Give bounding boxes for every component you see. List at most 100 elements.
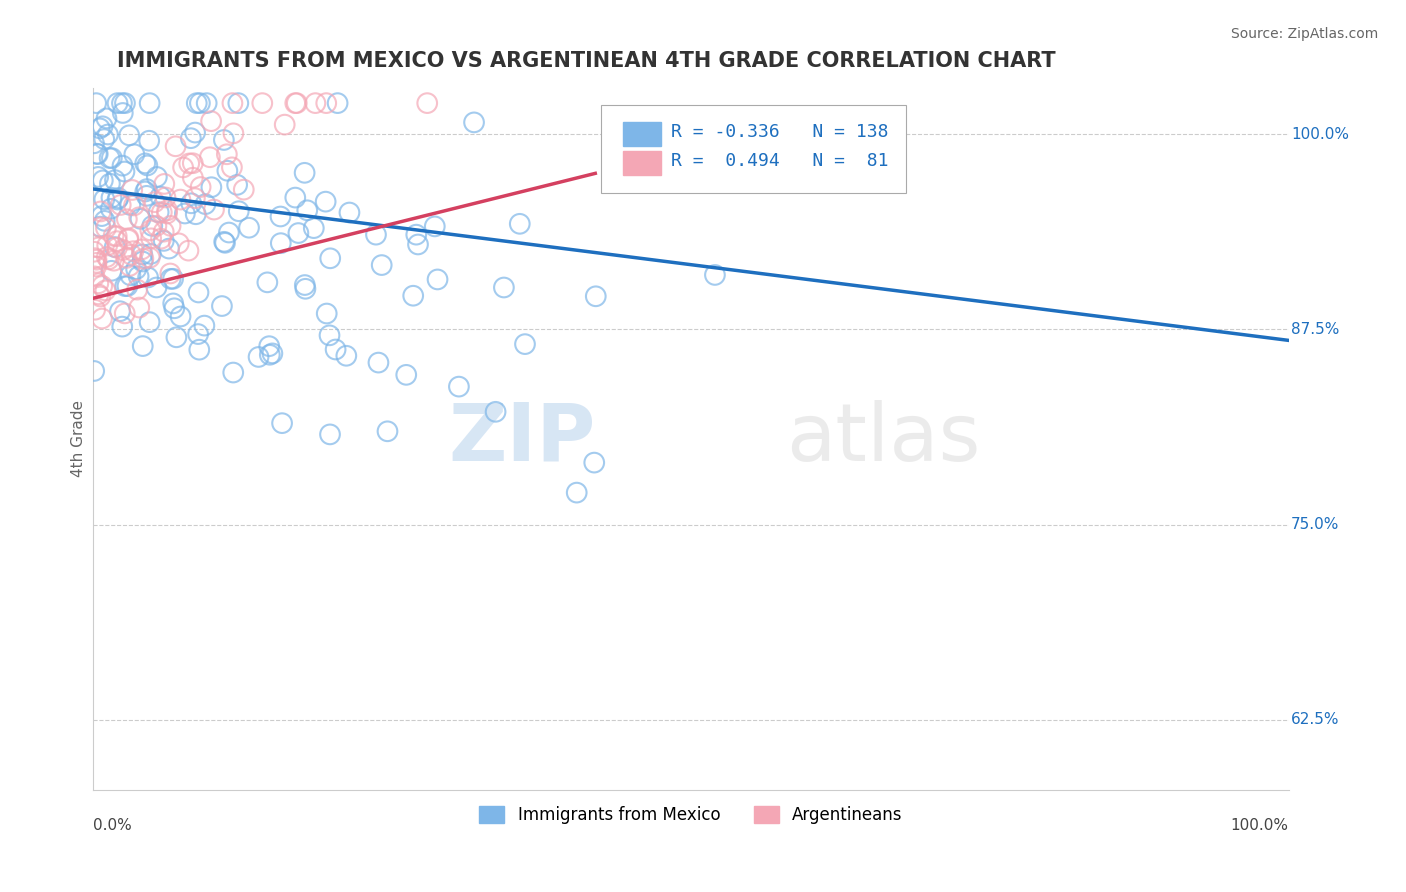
Point [101,151,124,165]
Point [114,164,136,178]
Point [83,251,105,265]
Point [105,234,128,248]
Bar [623,152,661,176]
Point [195,96,218,111]
Point [87,240,110,254]
Point [315,194,337,209]
Point [121,183,143,197]
Point [212,133,235,147]
Point [96,238,118,252]
Point [115,212,138,227]
Text: 100.0%: 100.0% [1230,818,1289,833]
Point [111,159,134,173]
Point [585,289,607,303]
Point [169,193,191,207]
Point [94,221,117,235]
Point [83,364,105,378]
Point [141,231,163,245]
Text: 100.0%: 100.0% [1291,127,1348,142]
Point [156,206,179,220]
Point [202,202,225,217]
Point [132,339,155,353]
Point [212,235,235,249]
Point [198,150,221,164]
Point [184,191,207,205]
Point [297,203,319,218]
Point [167,236,190,251]
Text: atlas: atlas [786,400,981,478]
Point [153,177,176,191]
Point [91,311,114,326]
Point [112,243,135,257]
Point [155,190,177,204]
Point [447,379,470,393]
Point [84,260,107,274]
Point [163,301,186,316]
Point [83,136,105,151]
Point [115,251,138,265]
Point [165,330,187,344]
Point [364,227,387,242]
Point [100,264,122,278]
Point [93,192,115,206]
Point [87,287,110,301]
Bar [623,122,661,145]
Point [200,180,222,194]
Point [146,169,169,184]
Point [120,248,142,262]
Point [117,231,139,245]
Point [120,268,142,283]
Point [98,151,121,165]
Point [211,299,233,313]
Point [114,279,136,293]
Legend: Immigrants from Mexico, Argentineans: Immigrants from Mexico, Argentineans [472,799,910,830]
Point [129,211,152,226]
Point [262,346,284,360]
Point [181,156,204,170]
Point [187,327,209,342]
Y-axis label: 4th Grade: 4th Grade [72,401,86,477]
Point [247,350,270,364]
Point [402,289,425,303]
Point [152,225,174,239]
Point [228,204,250,219]
Point [152,234,174,248]
Point [194,197,217,211]
Point [118,259,141,273]
Point [172,161,194,175]
Point [118,128,141,143]
Point [110,198,132,212]
Text: 0.0%: 0.0% [93,818,132,833]
Point [111,319,134,334]
Point [87,169,110,184]
Point [218,226,240,240]
Point [96,250,118,264]
Point [318,328,340,343]
Point [200,114,222,128]
Point [117,233,139,247]
Point [128,211,150,225]
Point [94,284,117,298]
Point [184,126,207,140]
Point [86,146,108,161]
Point [294,282,316,296]
Point [405,227,427,242]
Point [83,269,105,284]
Point [143,195,166,210]
Point [226,178,249,192]
Point [257,339,280,353]
Point [287,226,309,240]
Point [134,156,156,170]
Text: Source: ZipAtlas.com: Source: ZipAtlas.com [1230,27,1378,41]
Point [136,158,159,172]
Point [100,202,122,216]
Point [128,301,150,315]
Point [98,177,121,191]
Point [90,204,112,219]
Point [273,118,295,132]
Point [150,205,173,219]
Point [138,134,160,148]
Point [271,416,294,430]
Point [139,223,162,237]
Point [111,96,134,111]
